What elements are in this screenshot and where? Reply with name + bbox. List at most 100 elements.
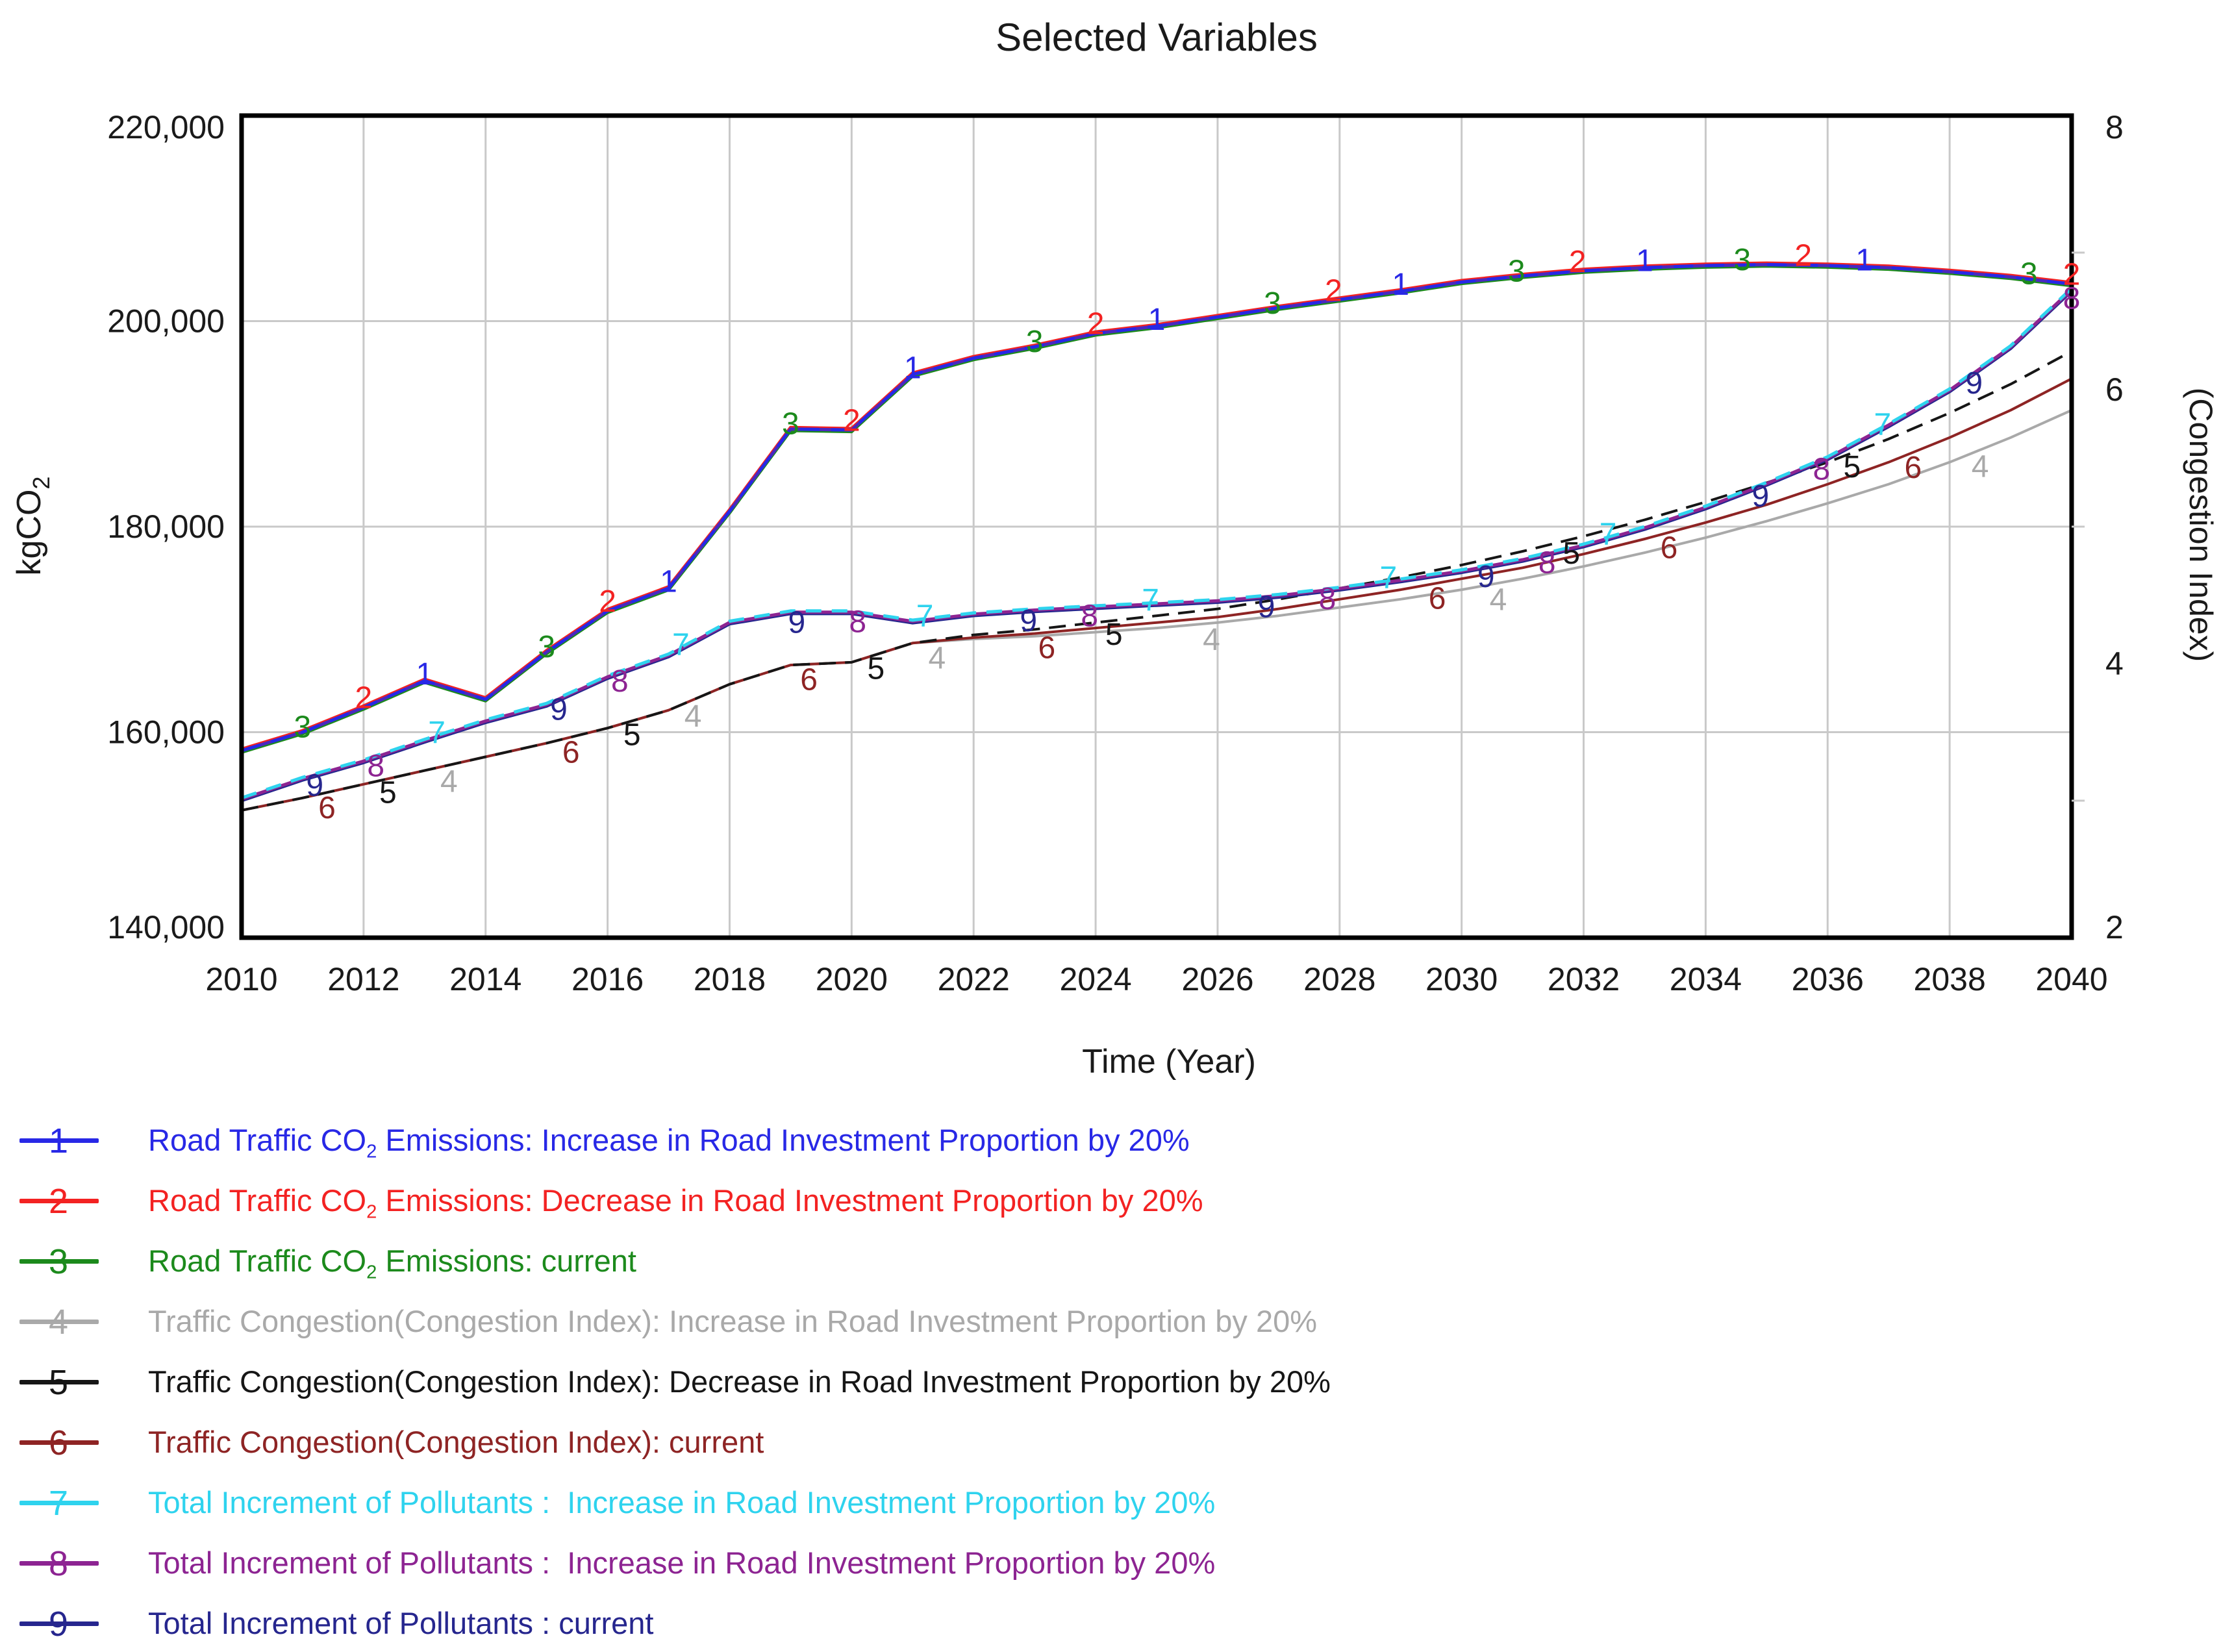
x-tick-label: 2040 [2035,961,2107,997]
series-marker-5: 5 [1563,536,1580,571]
series-marker-1: 1 [660,564,677,599]
series-marker-4: 4 [1203,623,1220,657]
y-left-tick-label: 180,000 [107,508,225,545]
legend-label-pre: Total Increment of Pollutants : Increase… [148,1546,1216,1580]
series-marker-9: 9 [1477,560,1495,594]
legend-series-number: 9 [48,1605,69,1644]
series-marker-4: 4 [440,765,458,799]
legend-line-sample [19,1138,99,1143]
legend-label-subscript: 2 [366,1141,377,1162]
series-marker-4: 4 [1972,449,1989,484]
series-marker-1: 1 [1148,303,1166,337]
legend-label-pre: Traffic Congestion(Congestion Index): De… [148,1364,1331,1399]
series-marker-7: 7 [672,628,690,662]
legend-series-number: 8 [48,1544,69,1583]
x-tick-label: 2022 [938,961,1010,997]
series-marker-8: 8 [1538,546,1556,581]
x-tick-label: 2028 [1303,961,1375,997]
series-marker-8: 8 [849,605,866,640]
series-marker-7: 7 [916,599,934,633]
legend-series-label: Total Increment of Pollutants : Increase… [148,1543,1215,1583]
series-line-8 [241,288,2073,801]
x-tick-label: 2016 [571,961,644,997]
legend-label-pre: Total Increment of Pollutants : Increase… [148,1485,1216,1520]
legend-row-2: 2 Road Traffic CO2 Emissions: Decrease in… [0,1175,2208,1227]
series-marker-2: 2 [599,584,616,619]
series-marker-6: 6 [1429,581,1446,616]
series-marker-8: 8 [611,664,629,699]
series-marker-5: 5 [623,718,641,753]
series-line-1 [241,263,2072,753]
series-marker-1: 1 [904,351,922,385]
legend-label-pre: Road Traffic CO [148,1123,367,1157]
legend-line-sample [19,1561,99,1566]
series-marker-8: 8 [1813,453,1831,487]
series-marker-6: 6 [800,662,818,697]
series-marker-2: 2 [843,403,860,438]
series-marker-9: 9 [1965,366,1983,401]
legend-label-pre: Road Traffic CO [148,1244,367,1278]
legend-series-label: Traffic Congestion(Congestion Index): cu… [148,1422,764,1462]
legend-series-number: 4 [48,1303,69,1342]
legend-row-4: 4 Traffic Congestion(Congestion Index): I… [0,1296,2208,1348]
legend-label-post: Emissions: current [377,1244,636,1278]
legend-series-label: Traffic Congestion(Congestion Index): De… [148,1362,1331,1402]
x-tick-label: 2014 [449,961,521,997]
legend-series-number: 3 [48,1242,69,1281]
x-tick-label: 2024 [1059,961,1131,997]
series-marker-3: 3 [538,630,555,664]
x-tick-label: 2036 [1792,961,1864,997]
series-marker-2: 2 [355,681,373,716]
series-marker-7: 7 [1874,407,1891,442]
legend-series-number: 1 [48,1121,69,1160]
y-left-axis-label: kgCO2 [10,477,55,576]
series-marker-8: 8 [367,749,384,783]
legend-label-pre: Road Traffic CO [148,1183,367,1218]
series-marker-3: 3 [1026,325,1044,359]
series-marker-6: 6 [562,736,580,770]
legend-line-sample [19,1440,99,1445]
legend-label-pre: Total Increment of Pollutants : current [148,1606,654,1640]
legend-series-label: Road Traffic CO2 Emissions: Increase in … [148,1120,1190,1171]
series-marker-7: 7 [1142,583,1159,618]
series-marker-2: 2 [1569,245,1587,279]
series-marker-1: 1 [1636,244,1653,279]
y-left-tick-label: 160,000 [107,714,225,751]
series-marker-4: 4 [928,641,946,675]
series-marker-1: 1 [416,657,433,692]
series-marker-4: 4 [684,699,702,734]
legend-row-8: 8 Total Increment of Pollutants : Increas… [0,1538,2208,1590]
series-line-3 [241,264,2072,754]
series-line-5 [241,350,2072,812]
legend-series-number: 7 [48,1484,69,1523]
legend-series-number: 5 [48,1363,69,1402]
series-marker-9: 9 [550,692,568,727]
y-right-tick-label: 6 [2105,371,2124,408]
series-marker-9: 9 [306,768,323,803]
series-marker-7: 7 [428,716,446,750]
series-marker-9: 9 [1020,604,1037,638]
series-marker-3: 3 [1264,286,1281,321]
legend-line-sample [19,1259,99,1264]
legend-row-5: 5 Traffic Congestion(Congestion Index): D… [0,1357,2208,1408]
legend-label-subscript: 2 [366,1201,377,1223]
x-tick-label: 2034 [1670,961,1742,997]
y-left-tick-label: 140,000 [107,909,225,945]
series-marker-6: 6 [1661,531,1678,565]
series-marker-3: 3 [2020,257,2038,292]
y-right-tick-label: 8 [2105,109,2124,145]
x-tick-label: 2026 [1181,961,1253,997]
series-marker-5: 5 [1105,618,1123,652]
series-marker-9: 9 [788,605,805,640]
legend-line-sample [19,1320,99,1324]
legend-line-sample [19,1621,99,1626]
series-marker-2: 2 [1325,274,1342,308]
legend-series-label: Traffic Congestion(Congestion Index): In… [148,1301,1317,1342]
series-marker-1: 1 [1392,268,1409,302]
legend-series-label: Road Traffic CO2 Emissions: current [148,1241,636,1292]
y-left-tick-label: 200,000 [107,303,225,340]
series-marker-5: 5 [1843,450,1861,484]
legend-label-subscript: 2 [366,1262,377,1283]
legend-series-label: Total Increment of Pollutants : Increase… [148,1483,1215,1523]
